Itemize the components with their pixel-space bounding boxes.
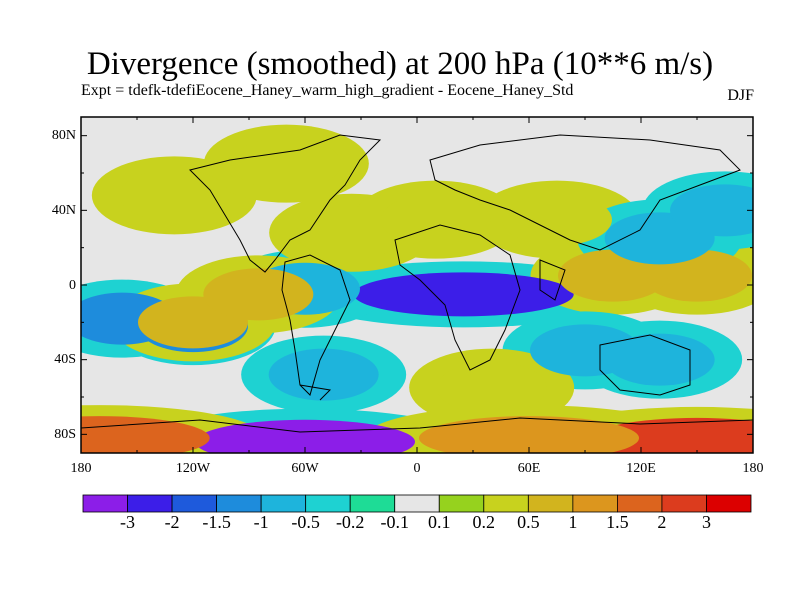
colorbar-swatch (527, 494, 574, 513)
colorbar-label: -0.1 (380, 512, 409, 532)
lat-label: 40N (51, 203, 76, 218)
colorbar-swatch (617, 494, 663, 513)
lat-label: 40S (54, 352, 76, 367)
colorbar-label: -2 (164, 512, 180, 532)
colorbar-label: -0.5 (291, 512, 320, 532)
colorbar-swatch (394, 494, 440, 513)
axis-ticks (80, 117, 754, 453)
lon-label: 60E (517, 461, 541, 476)
field-feature (195, 419, 415, 453)
lon-label: 180 (70, 461, 92, 476)
lat-label: 80N (51, 128, 76, 143)
colorbar-swatch (661, 494, 707, 513)
colorbar-swatch (171, 494, 217, 513)
season-label: DJF (727, 87, 754, 104)
field-feature (203, 268, 314, 321)
colorbar-swatch (349, 494, 396, 513)
lat-label: 0 (69, 278, 76, 293)
map-field (81, 117, 753, 453)
colorbar-label: 0.2 (472, 512, 496, 532)
field-feature (268, 348, 379, 401)
colorbar-label: 0.5 (517, 512, 540, 532)
lon-label: 120E (626, 461, 656, 476)
colorbar-label: 1 (568, 512, 578, 532)
field-feature (502, 193, 612, 246)
colorbar-label: 3 (701, 512, 711, 532)
lon-label: 0 (413, 461, 421, 476)
plot-title: Divergence (smoothed) at 200 hPa (10**6 … (86, 46, 714, 82)
colorbar-label: -1.5 (202, 512, 231, 532)
field-feature (81, 416, 210, 453)
colorbar-swatch (572, 494, 618, 513)
coastlines (81, 134, 753, 433)
colorbar-swatch (216, 494, 262, 513)
colorbar-swatch (483, 494, 529, 513)
colorbar-label: 1.5 (606, 512, 629, 532)
colorbar-label: -3 (120, 512, 136, 532)
lon-label: 180 (742, 461, 764, 476)
colorbar (82, 494, 752, 513)
field-feature (604, 333, 715, 386)
experiment-subtitle: Expt = tdefk-tdefiEocene_Haney_warm_high… (81, 82, 574, 99)
colorbar-swatch (260, 494, 307, 513)
field-feature (436, 361, 547, 414)
colorbar-swatch (305, 494, 351, 513)
field-feature (296, 206, 407, 259)
lat-label: 80S (54, 427, 76, 442)
colorbar-swatch (706, 494, 752, 513)
lon-label: 120W (175, 461, 211, 476)
colorbar-swatch (82, 494, 128, 513)
colorbar-swatch (438, 494, 485, 513)
field-feature (231, 137, 342, 190)
field-feature (670, 184, 753, 237)
colorbar-label: -1 (253, 512, 269, 532)
colorbar-label: 0.1 (428, 512, 451, 532)
field-feature (353, 272, 574, 317)
colorbar-label: -0.2 (335, 512, 365, 532)
colorbar-swatch (127, 494, 173, 513)
colorbar-label: 2 (657, 512, 667, 532)
lon-label: 60W (291, 461, 319, 476)
field-feature (419, 416, 639, 453)
field-feature (380, 193, 491, 246)
